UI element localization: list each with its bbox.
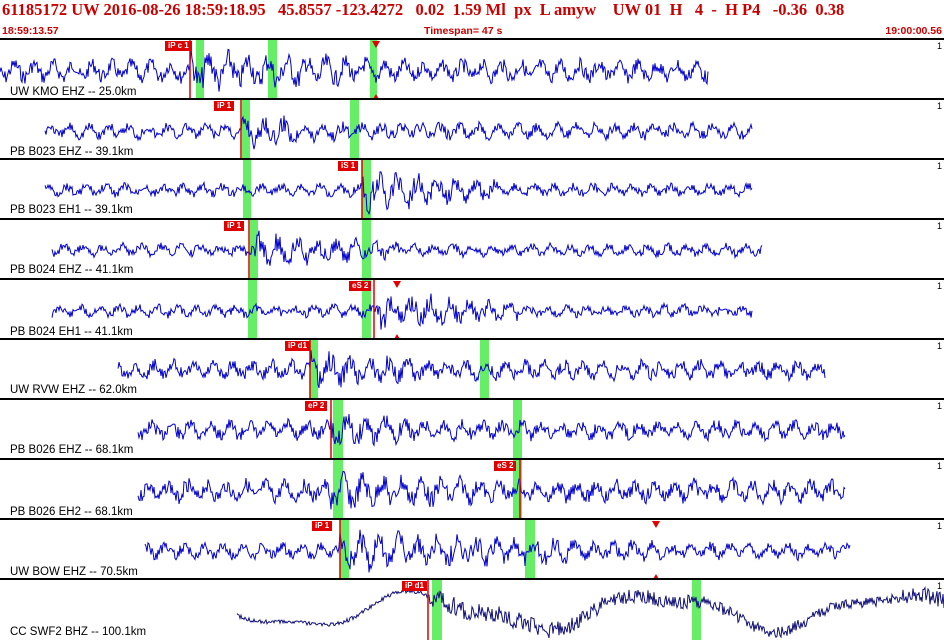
time-window-band bbox=[370, 40, 377, 100]
waveform-canvas bbox=[144, 520, 851, 580]
time-window-band bbox=[243, 160, 251, 218]
trace-panel[interactable]: iP c 1 UW KMO EHZ -- 25.0km 1 bbox=[0, 38, 944, 100]
amplitude-scale: 1 bbox=[936, 521, 942, 531]
waveform-canvas bbox=[44, 100, 753, 160]
amplitude-scale: 1 bbox=[936, 101, 942, 111]
pick-label[interactable]: iP c 1 bbox=[165, 41, 192, 51]
waveform-canvas bbox=[137, 400, 846, 458]
time-window-band bbox=[525, 520, 535, 580]
trace-panel[interactable]: iP 1 UW BOW EHZ -- 70.5km 1 bbox=[0, 518, 944, 580]
pick-label[interactable]: iS 1 bbox=[338, 161, 359, 171]
trace-panel[interactable]: eS 2 PB B026 EH2 -- 68.1km 1 bbox=[0, 458, 944, 520]
channel-label: PB B026 EHZ -- 68.1km bbox=[10, 444, 134, 456]
amplitude-scale: 1 bbox=[936, 341, 942, 351]
pick-label[interactable]: iP 1 bbox=[214, 101, 235, 111]
time-window-band bbox=[340, 520, 349, 580]
waveform-canvas bbox=[117, 340, 826, 398]
event-header: 61185172 UW 2016-08-26 18:59:18.95 45.85… bbox=[0, 0, 944, 38]
amplitude-marker-top bbox=[393, 281, 401, 288]
amplitude-scale: 1 bbox=[936, 41, 942, 51]
channel-label: UW BOW EHZ -- 70.5km bbox=[10, 566, 138, 578]
amplitude-scale: 1 bbox=[936, 221, 942, 231]
trace-panel[interactable]: iP d1 CC SWF2 BHZ -- 100.1km 1 bbox=[0, 578, 944, 640]
trace-panel[interactable]: iP 1 PB B023 EHZ -- 39.1km 1 bbox=[0, 98, 944, 160]
time-window-band bbox=[513, 400, 522, 458]
channel-label: PB B023 EHZ -- 39.1km bbox=[10, 146, 134, 158]
amplitude-marker-top bbox=[652, 521, 660, 528]
time-window-band bbox=[333, 400, 343, 458]
time-window-band bbox=[242, 100, 250, 160]
amplitude-scale: 1 bbox=[936, 281, 942, 291]
amplitude-scale: 1 bbox=[936, 401, 942, 411]
amplitude-scale: 1 bbox=[936, 161, 942, 171]
waveform-trace bbox=[137, 470, 846, 510]
channel-label: PB B023 EH1 -- 39.1km bbox=[10, 204, 133, 216]
time-window-band bbox=[310, 340, 318, 398]
timespan: Timespan= 47 s bbox=[424, 25, 503, 37]
pick-label[interactable]: iP 1 bbox=[312, 521, 333, 531]
amplitude-marker-top bbox=[372, 41, 380, 48]
amplitude-scale: 1 bbox=[936, 461, 942, 471]
time-window-band bbox=[196, 40, 204, 100]
waveform-trace bbox=[144, 529, 851, 573]
event-summary-line: 61185172 UW 2016-08-26 18:59:18.95 45.85… bbox=[2, 0, 845, 19]
waveform-trace bbox=[236, 586, 944, 639]
pick-label[interactable]: eP 2 bbox=[305, 401, 328, 411]
time-window-band bbox=[432, 580, 442, 640]
start-time: 18:59:13.57 bbox=[2, 25, 59, 37]
time-window-band bbox=[362, 160, 371, 218]
end-time: 19:00:00.56 bbox=[885, 25, 942, 37]
waveform-canvas bbox=[137, 460, 846, 520]
channel-label: UW KMO EHZ -- 25.0km bbox=[10, 86, 137, 98]
amplitude-scale: 1 bbox=[936, 581, 942, 591]
waveform-canvas bbox=[51, 280, 753, 340]
trace-panel[interactable]: iP 1 PB B024 EHZ -- 41.1km 1 bbox=[0, 218, 944, 278]
waveform-canvas bbox=[236, 580, 944, 640]
pick-label[interactable]: iP 1 bbox=[224, 221, 245, 231]
waveform-trace bbox=[51, 230, 763, 266]
channel-label: PB B024 EHZ -- 41.1km bbox=[10, 264, 134, 276]
time-window-band bbox=[333, 460, 343, 520]
trace-panel[interactable]: eS 2 PB B024 EH1 -- 41.1km 1 bbox=[0, 278, 944, 340]
time-window-band bbox=[362, 220, 371, 278]
channel-label: PB B026 EH2 -- 68.1km bbox=[10, 506, 133, 518]
trace-panel[interactable]: eP 2 PB B026 EHZ -- 68.1km 1 bbox=[0, 398, 944, 458]
pick-label[interactable]: eS 2 bbox=[494, 461, 517, 471]
waveform-canvas bbox=[51, 220, 763, 278]
time-window-band bbox=[692, 580, 701, 640]
waveform-canvas bbox=[0, 40, 709, 100]
pick-label[interactable]: iP d1 bbox=[402, 581, 427, 591]
waveform-trace bbox=[0, 48, 709, 92]
trace-panel[interactable]: iS 1 PB B023 EH1 -- 39.1km 1 bbox=[0, 158, 944, 218]
waveform-canvas bbox=[44, 160, 753, 218]
waveform-trace bbox=[51, 293, 753, 330]
trace-panel[interactable]: iP d1 UW RVW EHZ -- 62.0km 1 bbox=[0, 338, 944, 398]
channel-label: CC SWF2 BHZ -- 100.1km bbox=[10, 626, 147, 638]
waveform-trace bbox=[44, 115, 753, 150]
pick-label[interactable]: eS 2 bbox=[349, 281, 372, 291]
waveform-trace bbox=[117, 350, 826, 389]
waveform-trace bbox=[137, 414, 846, 447]
pick-label[interactable]: iP d1 bbox=[285, 341, 310, 351]
waveform-trace bbox=[44, 171, 753, 216]
channel-label: UW RVW EHZ -- 62.0km bbox=[10, 384, 137, 396]
channel-label: PB B024 EH1 -- 41.1km bbox=[10, 326, 133, 338]
